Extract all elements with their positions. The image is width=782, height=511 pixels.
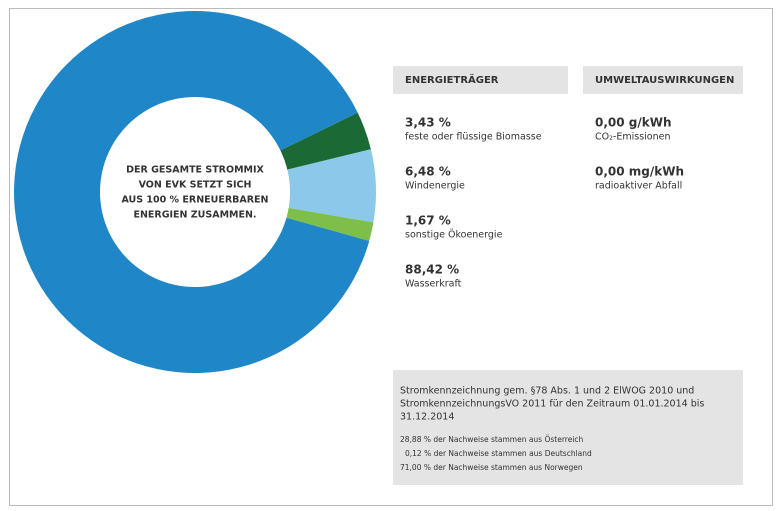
note-source: 28,88 % der Nachweise stammen aus Österr… <box>400 435 584 444</box>
legend-value: 1,67 % <box>405 214 451 228</box>
center-text: DER GESAMTE STROMMIX <box>126 165 264 176</box>
legend-value: 6,48 % <box>405 165 451 179</box>
donut-slice <box>287 149 377 223</box>
legend-value: 88,42 % <box>405 263 459 277</box>
note-line: Stromkennzeichnung gem. §78 Abs. 1 und 2… <box>400 386 694 397</box>
legend-title: ENERGIETRÄGER <box>405 72 499 86</box>
legend-label: Wasserkraft <box>405 279 462 290</box>
note-box <box>393 370 743 485</box>
legend-header <box>393 66 568 94</box>
environment-header <box>583 66 743 94</box>
note-source: 0,12 % der Nachweise stammen aus Deutsch… <box>405 449 592 458</box>
environment-title: UMWELTAUSWIRKUNGEN <box>595 75 734 86</box>
legend-label: Windenergie <box>405 181 465 192</box>
legend-label: sonstige Ökoenergie <box>405 230 503 241</box>
center-text: ENERGIEN ZUSAMMEN. <box>133 210 256 221</box>
donut-slice <box>14 11 370 374</box>
legend-value: 3,43 % <box>405 116 451 130</box>
note-source: 71,00 % der Nachweise stammen aus Norweg… <box>400 463 583 472</box>
center-text: VON EVK SETZT SICH <box>139 180 252 191</box>
note-line: 31.12.2014 <box>400 412 454 423</box>
center-text: AUS 100 % ERNEUERBAREN <box>122 195 269 206</box>
donut-slice <box>286 207 374 241</box>
environment-label: CO₂-Emissionen <box>595 132 670 143</box>
environment-value: 0,00 mg/kWh <box>595 165 684 179</box>
donut-slice <box>280 112 371 170</box>
legend-label: feste oder flüssige Biomasse <box>405 132 542 143</box>
environment-value: 0,00 g/kWh <box>595 116 672 130</box>
environment-label: radioaktiver Abfall <box>595 181 682 192</box>
note-line: StromkennzeichnungsVO 2011 für den Zeitr… <box>400 399 704 410</box>
